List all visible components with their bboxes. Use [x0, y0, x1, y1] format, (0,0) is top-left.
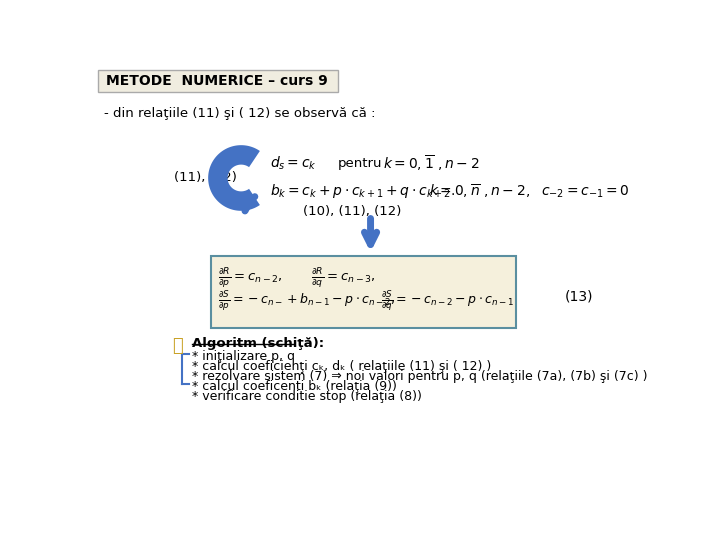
Text: * iniţializare p, q: * iniţializare p, q	[192, 350, 295, 363]
Text: (11), (12): (11), (12)	[174, 171, 237, 184]
Text: - din relaţiile (11) şi ( 12) se observă că :: - din relaţiile (11) şi ( 12) se observă…	[104, 107, 375, 120]
Text: $d_s = c_k$: $d_s = c_k$	[270, 154, 317, 172]
Text: * rezolvare sistem (7) ⇒ noi valori pentru p, q (relaţiile (7a), (7b) şi (7c) ): * rezolvare sistem (7) ⇒ noi valori pent…	[192, 370, 648, 383]
Text: $\frac{\partial S}{\partial p} = -c_{n-} + b_{n-1} - p \cdot c_{n-2},$: $\frac{\partial S}{\partial p} = -c_{n-}…	[218, 289, 395, 313]
Text: * verificare conditie stop (relaţia (8)): * verificare conditie stop (relaţia (8))	[192, 390, 422, 403]
Text: $\frac{\partial R}{\partial p} = c_{n-2},$: $\frac{\partial R}{\partial p} = c_{n-2}…	[218, 267, 283, 291]
Text: Algoritm (schiţă):: Algoritm (schiţă):	[192, 336, 325, 349]
Text: (13): (13)	[564, 289, 593, 303]
FancyBboxPatch shape	[98, 70, 338, 92]
Text: 👉: 👉	[172, 336, 183, 355]
Text: pentru: pentru	[338, 157, 382, 170]
Text: $k=0,\overline{n}\ ,n-2,\ \ c_{-2}=c_{-1}=0$: $k=0,\overline{n}\ ,n-2,\ \ c_{-2}=c_{-1…	[429, 182, 630, 200]
Text: * calcul coeficenti bₖ (relaţia (9)): * calcul coeficenti bₖ (relaţia (9))	[192, 380, 397, 393]
Text: $b_k = c_k + p \cdot c_{k+1} + q \cdot c_{k+2}.$: $b_k = c_k + p \cdot c_{k+1} + q \cdot c…	[270, 182, 455, 200]
Text: METODE  NUMERICE – curs 9: METODE NUMERICE – curs 9	[106, 74, 328, 88]
Text: * calcul coeficienţi cₖ, dₖ ( relaţiile (11) şi ( 12) ): * calcul coeficienţi cₖ, dₖ ( relaţiile …	[192, 360, 492, 373]
Text: $k = 0,\overline{1}\ ,n-2$: $k = 0,\overline{1}\ ,n-2$	[383, 154, 480, 173]
Text: $\frac{\partial S}{\partial q} = -c_{n-2} - p \cdot c_{n-1}$: $\frac{\partial S}{\partial q} = -c_{n-2…	[381, 289, 514, 313]
Text: (10), (11), (12): (10), (11), (12)	[303, 205, 402, 218]
Text: $\frac{\partial R}{\partial q} = c_{n-3},$: $\frac{\partial R}{\partial q} = c_{n-3}…	[311, 267, 376, 291]
FancyBboxPatch shape	[211, 256, 516, 328]
